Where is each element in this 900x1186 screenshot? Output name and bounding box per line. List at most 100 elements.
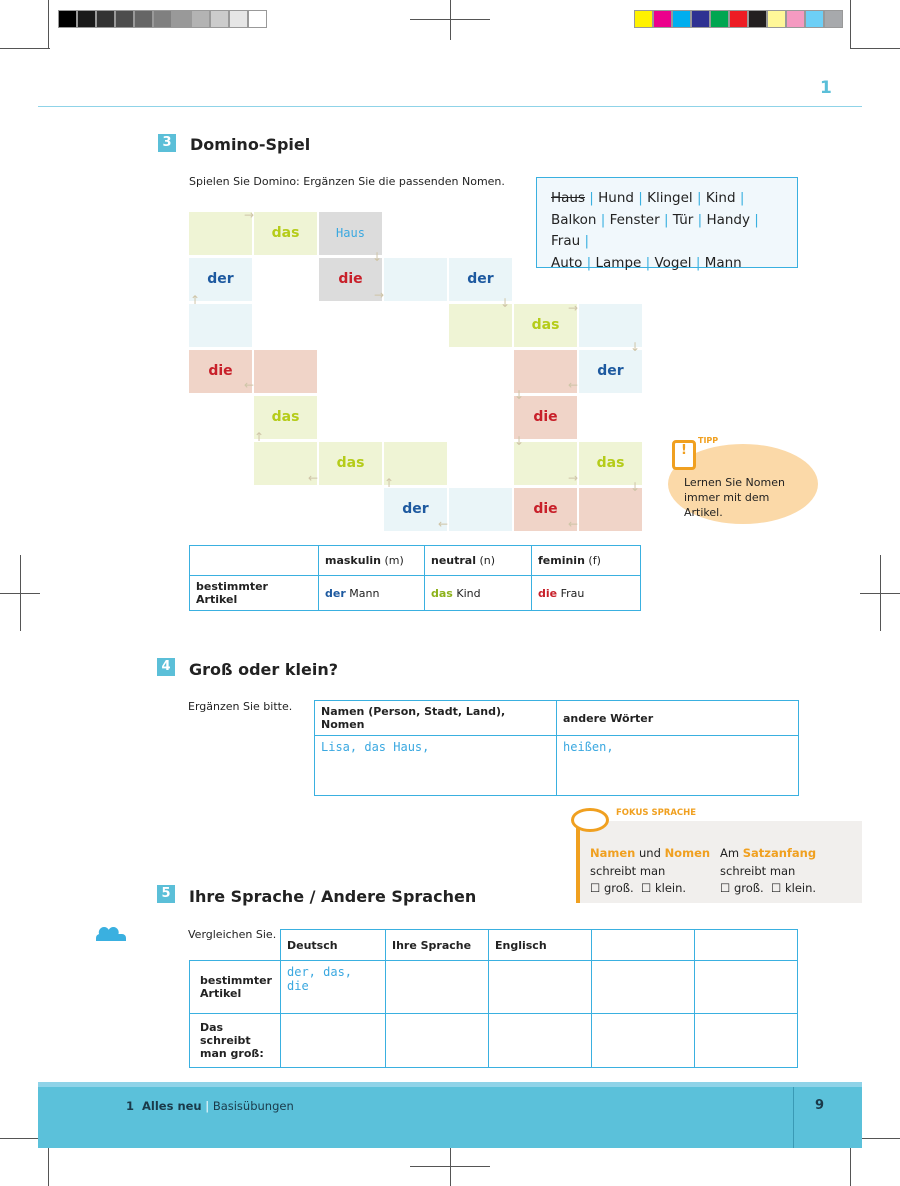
crop-mark xyxy=(0,1138,50,1139)
domino-tile[interactable]: die xyxy=(189,350,252,393)
tipp-text: Lernen Sie Nomen immer mit dem Artikel. xyxy=(684,476,785,519)
tipp-icon: ! xyxy=(672,440,696,470)
domino-tile[interactable] xyxy=(189,304,252,347)
tipp-label: TIPP xyxy=(698,436,719,445)
gray-swatch xyxy=(58,10,77,28)
answer-cell[interactable] xyxy=(591,1013,695,1068)
checkbox[interactable]: ☐ xyxy=(720,881,731,895)
gray-swatch xyxy=(153,10,172,28)
color-swatch xyxy=(748,10,767,28)
word: Lampe xyxy=(595,254,642,271)
cell-feminin: die Frau xyxy=(531,575,641,611)
cell-neutral: das Kind xyxy=(424,575,532,611)
color-swatch xyxy=(729,10,748,28)
domino-tile[interactable]: die xyxy=(514,396,577,439)
header-neutral: neutral (n) xyxy=(424,545,532,576)
crop-mark xyxy=(450,0,451,40)
color-swatch xyxy=(805,10,824,28)
color-swatch xyxy=(824,10,843,28)
word: Balkon xyxy=(551,211,597,228)
domino-tile[interactable]: der xyxy=(384,488,447,531)
footer-chapter: 1 Alles neu | Basisübungen xyxy=(126,1099,294,1113)
domino-tile[interactable] xyxy=(384,258,447,301)
word: Auto xyxy=(551,254,583,271)
gray-swatch xyxy=(96,10,115,28)
header-feminin: feminin (f) xyxy=(531,545,641,576)
domino-tile[interactable] xyxy=(579,488,642,531)
compare-table: Deutsch Ihre Sprache Englisch bestimmter… xyxy=(189,929,798,1068)
checkbox[interactable]: ☐ xyxy=(641,881,652,895)
exercise-number: 4 xyxy=(157,658,175,676)
domino-tile[interactable] xyxy=(514,442,577,485)
header: Namen (Person, Stadt, Land), Nomen xyxy=(314,700,557,736)
domino-tile[interactable]: das xyxy=(254,212,317,255)
answer-cell[interactable]: heißen, xyxy=(556,735,799,796)
domino-tile[interactable] xyxy=(189,212,252,255)
word: Tür xyxy=(672,211,694,228)
answer-cell[interactable] xyxy=(488,960,592,1014)
domino-tile[interactable]: das xyxy=(254,396,317,439)
color-swatch xyxy=(767,10,786,28)
checkbox[interactable]: ☐ xyxy=(590,881,601,895)
answer-cell[interactable] xyxy=(385,1013,489,1068)
header xyxy=(591,929,695,961)
color-swatch xyxy=(691,10,710,28)
domino-tile[interactable] xyxy=(514,350,577,393)
crop-mark xyxy=(20,555,21,631)
gray-swatch xyxy=(191,10,210,28)
answer-cell[interactable] xyxy=(280,1013,386,1068)
gray-swatch xyxy=(210,10,229,28)
header: andere Wörter xyxy=(556,700,799,736)
domino-tile[interactable]: der xyxy=(189,258,252,301)
domino-tile[interactable]: die xyxy=(514,488,577,531)
domino-tile[interactable]: das xyxy=(514,304,577,347)
header: Englisch xyxy=(488,929,592,961)
domino-tile[interactable] xyxy=(449,304,512,347)
color-swatch xyxy=(710,10,729,28)
color-swatch xyxy=(653,10,672,28)
answer-cell[interactable]: der, das, die xyxy=(280,960,386,1014)
domino-tile[interactable] xyxy=(579,304,642,347)
header-rule xyxy=(38,106,862,107)
domino-tile[interactable] xyxy=(384,442,447,485)
domino-tile[interactable]: die xyxy=(319,258,382,301)
word-box: Haus | Hund | Klingel | Kind | Balkon | F… xyxy=(536,177,798,271)
checkbox[interactable]: ☐ xyxy=(771,881,782,895)
header xyxy=(694,929,798,961)
answer-cell[interactable] xyxy=(591,960,695,1014)
word: Hund xyxy=(598,190,634,206)
word: Handy xyxy=(706,211,750,228)
gray-swatch xyxy=(134,10,153,28)
crop-mark xyxy=(0,48,50,49)
domino-tile[interactable]: der xyxy=(579,350,642,393)
domino-tile[interactable]: Haus xyxy=(319,212,382,255)
domino-tile[interactable] xyxy=(254,350,317,393)
answer-cell[interactable] xyxy=(385,960,489,1014)
instruction: Spielen Sie Domino: Ergänzen Sie die pas… xyxy=(189,175,505,188)
answer-cell[interactable] xyxy=(488,1013,592,1068)
word: Klingel xyxy=(647,190,693,206)
word: Frau xyxy=(551,233,581,249)
domino-tile[interactable] xyxy=(254,442,317,485)
gray-swatch xyxy=(229,10,248,28)
instruction: Ergänzen Sie bitte. xyxy=(188,700,293,713)
answer-cell[interactable]: Lisa, das Haus, xyxy=(314,735,557,796)
word: Haus xyxy=(551,190,586,206)
fokus-label: FOKUS SPRACHE xyxy=(616,808,697,818)
crop-mark xyxy=(48,1138,49,1186)
header-empty xyxy=(189,545,319,576)
chapter-number: 1 xyxy=(820,78,832,98)
domino-tile[interactable]: das xyxy=(579,442,642,485)
domino-tile[interactable]: das xyxy=(319,442,382,485)
domino-tile[interactable]: der xyxy=(449,258,512,301)
word: Kind xyxy=(705,190,736,206)
domino-tile[interactable] xyxy=(449,488,512,531)
answer-cell[interactable] xyxy=(694,1013,798,1068)
header: Deutsch xyxy=(280,929,386,961)
fokus-col1: Namen und Nomen schreibt man ☐ groß. ☐ k… xyxy=(590,846,711,895)
footer-bar xyxy=(38,1082,862,1148)
word: Fenster xyxy=(609,211,660,228)
cell-maskulin: der Mann xyxy=(318,575,425,611)
answer-cell[interactable] xyxy=(694,960,798,1014)
crop-mark xyxy=(450,1146,451,1186)
